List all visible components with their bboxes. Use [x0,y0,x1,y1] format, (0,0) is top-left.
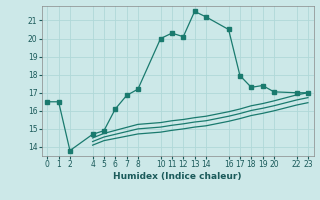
X-axis label: Humidex (Indice chaleur): Humidex (Indice chaleur) [113,172,242,181]
